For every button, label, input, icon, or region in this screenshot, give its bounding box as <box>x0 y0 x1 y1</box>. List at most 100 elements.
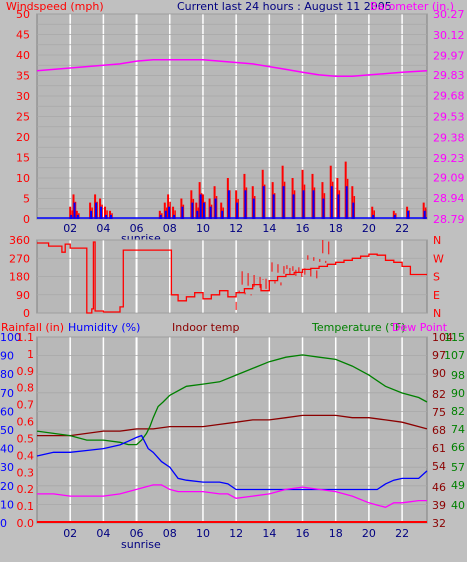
temperature-tick-label: 98 <box>451 369 465 382</box>
rainfall-tick-label: 0.4 <box>17 449 35 462</box>
direction-tick-label: 90 <box>16 289 30 302</box>
humidity-tick-label: 100 <box>0 331 21 344</box>
windspeed-tick-label: 50 <box>16 8 30 21</box>
windspeed-tick-label: 30 <box>16 90 30 103</box>
humidity-tick-label: 40 <box>0 443 14 456</box>
barometer-axis-title: Barometer (in.) <box>370 0 454 13</box>
rainfall-tick-label: 0.7 <box>17 399 35 412</box>
temperature-tick-label: 49 <box>451 479 465 492</box>
rainfall-tick-label: 0.6 <box>17 416 35 429</box>
x-tick-label: 04 <box>96 527 110 540</box>
temperature-tick-label: 82 <box>451 405 465 418</box>
temperature-tick-label: 57 <box>451 461 465 474</box>
humidity-tick-label: 50 <box>0 424 14 437</box>
compass-tick-label: S <box>433 271 440 284</box>
barometer-tick-label: 29.23 <box>433 152 465 165</box>
dewpoint-tick-label: 32 <box>432 517 446 530</box>
barometer-tick-label: 29.38 <box>433 131 465 144</box>
chart-title: Current last 24 hours : August 11 2005 <box>177 0 392 13</box>
compass-tick-label: E <box>433 289 440 302</box>
dewpoint-tick-label: 90 <box>432 367 446 380</box>
temperature-tick-label: 66 <box>451 441 465 454</box>
windspeed-tick-label: 15 <box>16 152 30 165</box>
dewpoint-tick-label: 39 <box>432 499 446 512</box>
x-tick-label: 20 <box>362 222 376 235</box>
x-tick-label: 06 <box>130 222 144 235</box>
dewpoint-axis-title: Dew Point <box>392 321 448 334</box>
x-tick-label: 08 <box>163 222 177 235</box>
x-tick-label: 16 <box>296 527 310 540</box>
humidity-axis-title: Humidity (%) <box>68 321 140 334</box>
dewpoint-tick-label: 75 <box>432 406 446 419</box>
rainfall-tick-label: 0.8 <box>17 382 35 395</box>
rainfall-tick-label: 0.1 <box>17 500 35 513</box>
direction-tick-label: 180 <box>9 271 30 284</box>
dewpoint-tick-label: 61 <box>432 442 446 455</box>
barometer-tick-label: 28.79 <box>433 213 465 226</box>
humidity-tick-label: 0 <box>0 517 7 530</box>
temperature-tick-label: 107 <box>444 349 465 362</box>
windspeed-tick-label: 0 <box>23 213 30 226</box>
x-tick-label: 20 <box>362 527 376 540</box>
direction-tick-label: 0 <box>23 307 30 320</box>
barometer-tick-label: 30.12 <box>433 29 465 42</box>
x-tick-label: 12 <box>229 527 243 540</box>
windspeed-tick-label: 40 <box>16 49 30 62</box>
indoor-temp-series-line <box>37 414 428 437</box>
barometer-tick-label: 30.27 <box>433 8 465 21</box>
direction-tick-label: 270 <box>9 252 30 265</box>
rainfall-axis-title: Rainfall (in) <box>1 321 64 334</box>
temperature-series-line <box>36 354 428 446</box>
x-tick-label: 14 <box>262 222 276 235</box>
barometer-tick-label: 29.97 <box>433 50 465 63</box>
humidity-tick-label: 70 <box>0 387 14 400</box>
dewpoint-tick-label: 82 <box>432 388 446 401</box>
barometer-tick-label: 29.09 <box>433 171 465 184</box>
x-tick-label: 10 <box>196 222 210 235</box>
rainfall-tick-label: 0.3 <box>17 466 35 479</box>
compass-tick-label: N <box>433 307 441 320</box>
windspeed-tick-label: 35 <box>16 70 30 83</box>
x-tick-label: 22 <box>395 527 409 540</box>
windspeed-tick-label: 10 <box>16 172 30 185</box>
temperature-axis-title: Temperature (°F) <box>311 321 406 334</box>
x-tick-label: 16 <box>296 222 310 235</box>
temperature-tick-label: 115 <box>444 331 465 344</box>
temperature-tick-label: 40 <box>451 499 465 512</box>
temperature-tick-label: 90 <box>451 387 465 400</box>
humidity-series-line <box>36 434 428 491</box>
compass-tick-label: W <box>433 252 444 265</box>
humidity-tick-label: 30 <box>0 461 14 474</box>
chart-panels: 0510152025303540455028.7928.9429.0929.23… <box>0 8 465 540</box>
dewpoint-tick-label: 104 <box>432 331 453 344</box>
x-tick-label: 08 <box>163 527 177 540</box>
barometer-tick-label: 29.68 <box>433 90 465 103</box>
dewpoint-tick-label: 46 <box>432 481 446 494</box>
rainfall-tick-label: 1 <box>27 348 34 361</box>
x-tick-label: 12 <box>229 222 243 235</box>
barometer-tick-label: 29.53 <box>433 111 465 124</box>
x-tick-label: 18 <box>329 527 343 540</box>
rainfall-tick-label: 1.1 <box>17 331 35 344</box>
x-tick-label: 02 <box>63 527 77 540</box>
direction-tick-label: 360 <box>9 234 30 247</box>
x-tick-label: 14 <box>262 527 276 540</box>
rainfall-tick-label: 0.9 <box>17 365 35 378</box>
windspeed-tick-label: 5 <box>23 193 30 206</box>
barometer-tick-label: 29.83 <box>433 69 465 82</box>
windspeed-tick-label: 25 <box>16 111 30 124</box>
humidity-tick-label: 60 <box>0 405 14 418</box>
dewpoint-tick-label: 97 <box>432 349 446 362</box>
temperature-tick-label: 74 <box>451 423 465 436</box>
humidity-tick-label: 10 <box>0 498 14 511</box>
rainfall-tick-label: 0.5 <box>17 432 35 445</box>
dewpoint-series-line <box>37 484 427 508</box>
indoor-temp-label: Indoor temp <box>172 321 239 334</box>
barometer-series-line <box>36 58 428 78</box>
barometer-tick-label: 28.94 <box>433 192 465 205</box>
rainfall-tick-label: 0.2 <box>17 483 35 496</box>
humidity-tick-label: 80 <box>0 368 14 381</box>
humidity-tick-label: 20 <box>0 480 14 493</box>
x-tick-label: 18 <box>329 222 343 235</box>
